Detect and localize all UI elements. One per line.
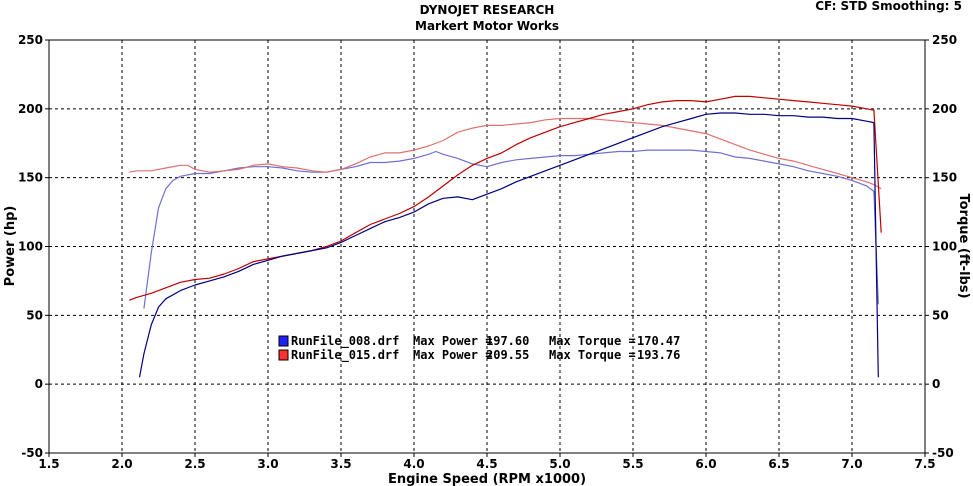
series-line-run008-power [138,112,879,378]
legend-file-run015: RunFile_015.drf [291,348,399,363]
legend-swatch-run008 [278,335,289,347]
legend-entry-run015: RunFile_015.drf Max Power = 209.55 Max T… [278,348,680,363]
legend-entry-run008: RunFile_008.drf Max Power = 197.60 Max T… [278,334,680,349]
series-line-run015-torque [129,117,882,190]
y-tick-label-right: 100 [932,240,957,254]
y-tick-label-right: -50 [932,446,954,460]
y-tick-label-right: 50 [932,308,949,322]
y-tick-label-left: 100 [18,240,43,254]
legend-power-label-run015: Max Power = [413,348,492,362]
legend: RunFile_008.drf Max Power = 197.60 Max T… [278,334,680,363]
tick-labels: 1.5 2.0 2.5 3.0 3.5 4.0 4.5 5.0 5.5 6.0 6.5 7.0 7.5 2… [18,33,957,471]
y-tick-label-left: 50 [26,308,43,322]
series-line-run008-torque [143,149,879,309]
x-tick-label: 1.5 [38,457,59,471]
legend-swatch-run015 [278,349,289,361]
x-tick-label: 4.0 [403,457,424,471]
legend-torque-value-run015: 193.76 [637,348,680,362]
y-axis-label-left: Power (hp) [3,206,18,287]
y-tick-label-left: 150 [18,171,43,185]
settings-label: CF: STD Smoothing: 5 [815,0,962,13]
legend-torque-value-run008: 170.47 [637,334,680,348]
series-line-run015-power [129,95,882,301]
legend-file-run008: RunFile_008.drf [291,334,399,349]
x-tick-label: 3.0 [257,457,278,471]
chart-title: DYNOJET RESEARCH [420,3,555,17]
legend-power-value-run015: 209.55 [486,348,529,362]
x-axis-label: Engine Speed (RPM x1000) [388,472,586,486]
series-lines [129,95,882,378]
x-tick-label: 5.5 [622,457,643,471]
legend-torque-label-run015: Max Torque = [549,348,636,362]
y-tick-label-right: 0 [932,377,940,391]
x-tick-label: 3.5 [330,457,351,471]
x-tick-label: 6.5 [768,457,789,471]
x-tick-label: 7.5 [914,457,935,471]
y-tick-label-right: 250 [932,33,957,47]
x-tick-label: 2.5 [184,457,205,471]
x-tick-label: 5.0 [549,457,570,471]
grid [49,40,925,453]
y-tick-label-right: 150 [932,171,957,185]
legend-power-value-run008: 197.60 [486,334,529,348]
y-tick-label-left: 200 [18,102,43,116]
chart-subtitle: Markert Motor Works [415,19,559,33]
legend-torque-label-run008: Max Torque = [549,334,636,348]
y-tick-label-right: 200 [932,102,957,116]
legend-power-label-run008: Max Power = [413,334,492,348]
x-tick-label: 2.0 [111,457,132,471]
x-tick-label: 6.0 [695,457,716,471]
x-tick-label: 4.5 [476,457,497,471]
y-tick-label-left: 250 [18,33,43,47]
y-tick-label-left: 0 [35,377,43,391]
y-axis-label-right: Torque (ft-lbs) [956,193,971,298]
x-tick-label: 7.0 [841,457,862,471]
y-tick-label-left: -50 [21,446,43,460]
